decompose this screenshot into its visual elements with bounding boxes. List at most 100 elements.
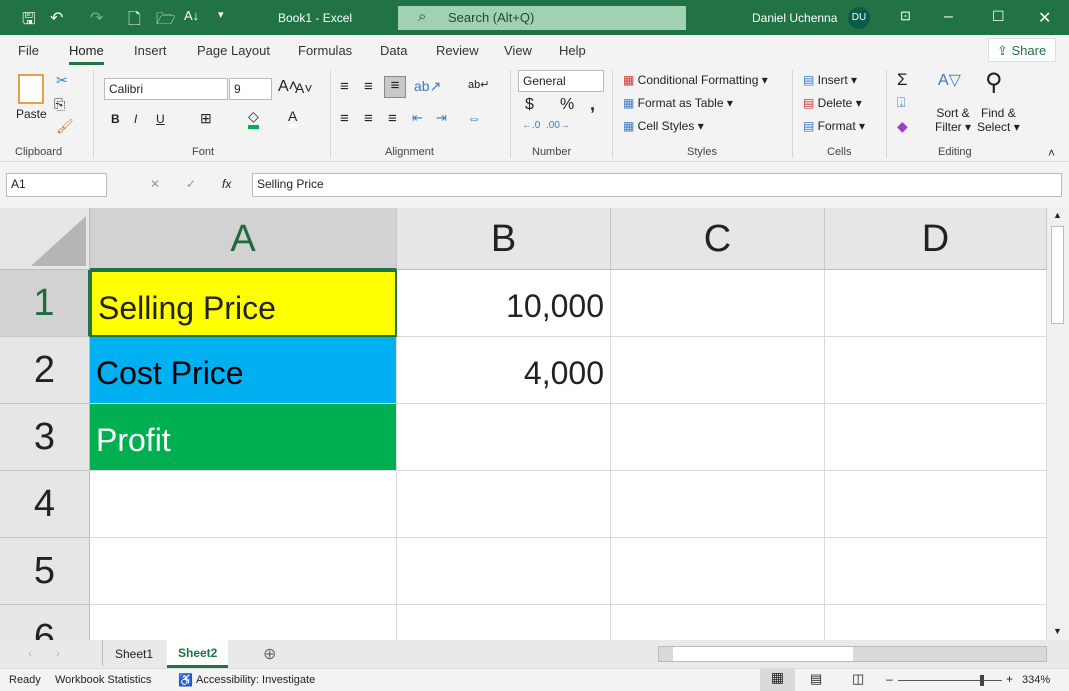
column-header-c[interactable]: C — [611, 208, 825, 270]
autosum-icon[interactable]: Σ — [897, 70, 908, 89]
cell-a3[interactable]: Profit — [90, 404, 397, 471]
scroll-up-icon[interactable]: ▲ — [1053, 210, 1062, 220]
collapse-ribbon-icon[interactable]: ˄ — [1048, 146, 1056, 160]
undo-icon[interactable]: ↶ — [50, 10, 64, 27]
font-color-icon[interactable]: A — [288, 108, 298, 128]
italic-button[interactable]: I — [134, 112, 138, 126]
percent-icon[interactable]: % — [560, 96, 575, 113]
format-as-table-button[interactable]: ▦ Format as Table ▾ — [623, 96, 733, 110]
comma-style-icon[interactable]: , — [590, 94, 596, 114]
zoom-slider[interactable] — [898, 675, 1002, 686]
sort-filter-button[interactable]: Sort & Filter ▾ — [935, 106, 972, 134]
font-name-select[interactable]: Calibri — [104, 78, 228, 100]
accessibility-status[interactable]: Accessibility: Investigate — [196, 674, 316, 686]
column-header-d[interactable]: D — [825, 208, 1047, 270]
align-top-icon[interactable]: ≡ — [340, 78, 349, 95]
sheet-tab-sheet1[interactable]: Sheet1 — [102, 640, 165, 666]
name-box[interactable]: A1 — [6, 173, 107, 197]
increase-font-icon[interactable]: A˄ — [278, 78, 299, 95]
cell-a5[interactable] — [90, 538, 397, 605]
normal-view-icon[interactable]: ▦ — [760, 669, 795, 691]
enter-icon[interactable]: ✓ — [186, 177, 197, 191]
add-sheet-icon[interactable]: ⊕ — [263, 646, 277, 663]
zoom-level[interactable]: 334% — [1022, 674, 1051, 686]
sheet-tab-sheet2[interactable]: Sheet2 — [167, 640, 229, 668]
save-icon[interactable]: 🖫 — [22, 11, 36, 28]
horizontal-scrollbar[interactable] — [658, 646, 1047, 662]
tab-review[interactable]: Review — [436, 43, 479, 58]
vertical-scrollbar[interactable]: ▲ ▼ — [1047, 208, 1069, 640]
row-header-3[interactable]: 3 — [0, 404, 90, 471]
wrap-text-icon[interactable]: ab↵ — [468, 79, 490, 91]
zoom-out-icon[interactable]: – — [886, 672, 893, 686]
cell-a6[interactable] — [90, 605, 397, 640]
decrease-indent-icon[interactable]: ⇤ — [412, 110, 423, 125]
fill-icon[interactable]: ⍗ — [897, 94, 906, 110]
borders-icon[interactable]: ⊞ — [200, 110, 212, 126]
align-middle-icon[interactable]: ≡ — [364, 78, 373, 95]
workbook-statistics[interactable]: Workbook Statistics — [55, 674, 152, 686]
fill-color-icon[interactable]: ◇ — [248, 108, 259, 129]
font-size-select[interactable]: 9 — [229, 78, 272, 100]
new-file-icon[interactable]: 🗋 — [128, 11, 141, 28]
decrease-font-icon[interactable]: A˅ — [295, 80, 313, 96]
cell-b3[interactable] — [397, 404, 611, 471]
zoom-slider-thumb[interactable] — [980, 675, 984, 686]
cancel-icon[interactable]: ✕ — [150, 177, 161, 191]
row-header-1[interactable]: 1 — [0, 270, 90, 337]
cell-d3[interactable] — [825, 404, 1047, 471]
cell-c2[interactable] — [611, 337, 825, 404]
cell-d6[interactable] — [825, 605, 1047, 640]
customize-qat-icon[interactable]: ▾ — [218, 9, 224, 21]
share-button[interactable]: ⇪ Share — [988, 38, 1056, 62]
merge-center-icon[interactable]: ⇔ — [467, 110, 481, 126]
tab-file[interactable]: File — [18, 43, 39, 58]
decrease-decimal-icon[interactable]: .00→ — [546, 120, 570, 131]
underline-button[interactable]: U — [156, 112, 165, 126]
paste-button[interactable]: Paste — [16, 107, 47, 121]
horizontal-scroll-thumb[interactable] — [673, 647, 853, 661]
number-format-select[interactable]: General — [518, 70, 604, 92]
cell-d5[interactable] — [825, 538, 1047, 605]
zoom-in-icon[interactable]: + — [1006, 672, 1014, 686]
cell-a2[interactable]: Cost Price — [90, 337, 397, 404]
open-folder-icon[interactable]: 🗁 — [156, 11, 176, 28]
close-icon[interactable]: ✕ — [1038, 10, 1052, 27]
cell-b6[interactable] — [397, 605, 611, 640]
cell-d4[interactable] — [825, 471, 1047, 538]
search-box[interactable]: ⌕ Search (Alt+Q) — [398, 6, 686, 30]
format-painter-icon[interactable]: 🖌 — [56, 118, 74, 134]
align-right-icon[interactable]: ≡ — [388, 110, 397, 127]
cell-b2[interactable]: 4,000 — [397, 337, 611, 404]
align-left-icon[interactable]: ≡ — [340, 110, 349, 127]
delete-cells-button[interactable]: ▤ Delete ▾ — [803, 96, 862, 110]
insert-function-icon[interactable]: fx — [222, 177, 232, 191]
column-header-b[interactable]: B — [397, 208, 611, 270]
cell-b5[interactable] — [397, 538, 611, 605]
ribbon-display-icon[interactable]: ⊡ — [900, 8, 911, 23]
bold-button[interactable]: B — [111, 112, 120, 126]
tab-page-layout[interactable]: Page Layout — [197, 43, 271, 58]
prev-sheet-icon[interactable]: ‹ — [28, 646, 32, 660]
increase-decimal-icon[interactable]: ←.0 — [522, 120, 541, 131]
scroll-down-icon[interactable]: ▼ — [1053, 626, 1062, 636]
tab-formulas[interactable]: Formulas — [298, 43, 353, 58]
copy-icon[interactable]: ⎘ — [54, 96, 66, 112]
align-center-icon[interactable]: ≡ — [364, 110, 373, 127]
cell-a1[interactable]: Selling Price — [90, 270, 397, 337]
align-bottom-icon[interactable]: ≡ — [384, 76, 406, 98]
cell-c6[interactable] — [611, 605, 825, 640]
redo-icon[interactable]: ↷ — [90, 10, 104, 27]
page-break-view-icon[interactable]: ◫ — [852, 671, 865, 686]
tab-view[interactable]: View — [504, 43, 532, 58]
paste-icon[interactable] — [18, 74, 44, 104]
cell-styles-button[interactable]: ▦ Cell Styles ▾ — [623, 119, 704, 133]
format-cells-button[interactable]: ▤ Format ▾ — [803, 119, 866, 133]
formula-input[interactable]: Selling Price — [252, 173, 1062, 197]
page-layout-view-icon[interactable]: ▤ — [810, 671, 823, 686]
vertical-scroll-thumb[interactable] — [1051, 226, 1064, 324]
increase-indent-icon[interactable]: ⇥ — [436, 110, 447, 125]
tab-help[interactable]: Help — [559, 43, 586, 58]
tab-home[interactable]: Home — [69, 43, 104, 65]
avatar[interactable]: DU — [848, 7, 870, 29]
